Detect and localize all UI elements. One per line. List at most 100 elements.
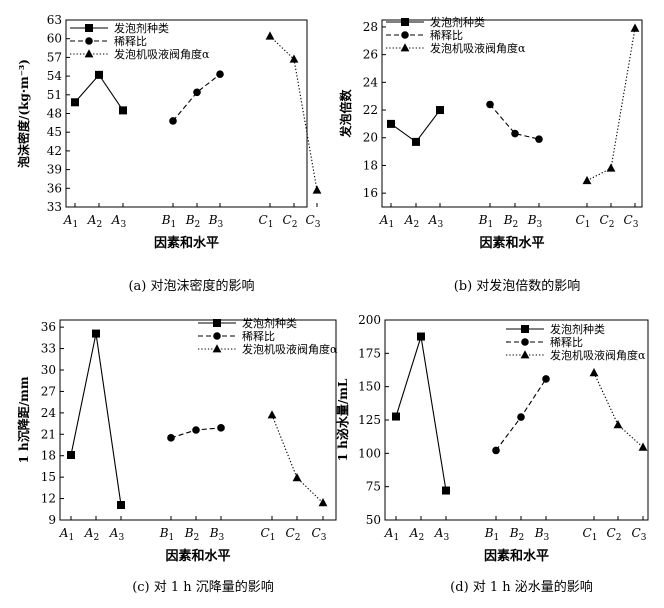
x-tick-label: B3 xyxy=(527,213,543,230)
legend-marker xyxy=(520,350,530,359)
x-tick-label: B1 xyxy=(159,526,175,543)
legend-marker xyxy=(212,344,222,353)
x-tick-label: C2 xyxy=(607,526,622,543)
data-point xyxy=(71,98,79,107)
y-tick-label: 100 xyxy=(358,446,381,460)
legend-label: 发泡机吸液阀角度α xyxy=(430,41,526,55)
panel-caption: (d) 对 1 h 泌水量的影响 xyxy=(450,579,593,595)
legend-marker xyxy=(400,43,410,52)
x-tick-label: A3 xyxy=(434,526,450,543)
legend-label: 发泡机吸液阀角度α xyxy=(550,348,646,362)
legend-label: 发泡剂种类 xyxy=(114,21,169,35)
data-point xyxy=(535,135,543,143)
data-point xyxy=(289,54,299,63)
y-tick-label: 33 xyxy=(47,200,62,214)
y-tick-label: 27 xyxy=(41,384,56,398)
x-tick-label: C3 xyxy=(624,213,639,230)
data-point xyxy=(436,106,444,115)
chart-panel: 9 12 15 18 21 24 27 30 33 36 A1 A2 A3 B1 B2 B3 C1 C2 C3 因素和… xyxy=(16,316,338,595)
legend-marker xyxy=(213,319,221,327)
data-point xyxy=(193,88,201,97)
legend-marker xyxy=(85,37,93,45)
legend-label: 发泡剂种类 xyxy=(430,15,485,29)
legend-label: 发泡机吸液阀角度α xyxy=(242,342,338,356)
legend-label: 发泡剂种类 xyxy=(550,322,605,336)
data-point xyxy=(216,70,224,79)
x-tick-label: B2 xyxy=(184,526,200,543)
legend-marker xyxy=(84,49,94,58)
y-tick-label: 24 xyxy=(41,406,57,420)
data-point xyxy=(192,426,200,434)
y-tick-label: 18 xyxy=(41,449,56,463)
x-tick-label: A2 xyxy=(87,213,102,230)
legend-label: 发泡剂种类 xyxy=(242,316,297,330)
x-tick-label: A1 xyxy=(384,526,399,543)
x-tick-label: A2 xyxy=(409,526,424,543)
y-tick-label: 75 xyxy=(366,480,381,494)
chart-panel: 50 75 100 125 150 175 200 A1 A2 A3 B1 B2 B3 C1 C2 C3 因素和… xyxy=(335,313,649,595)
data-point xyxy=(589,368,599,377)
y-tick-label: 45 xyxy=(47,125,62,139)
y-tick-label: 51 xyxy=(47,88,62,102)
y-tick-label: 20 xyxy=(363,131,378,145)
panel-caption: (c) 对 1 h 沉降量的影响 xyxy=(132,579,274,595)
x-axis-title: 因素和水平 xyxy=(154,235,219,251)
data-point xyxy=(169,117,177,125)
legend-label: 稀释比 xyxy=(430,29,463,42)
y-tick-label: 26 xyxy=(363,48,378,62)
y-tick-label: 22 xyxy=(363,103,378,117)
y-tick-label: 54 xyxy=(47,69,63,83)
plot-frame xyxy=(59,319,337,521)
x-tick-label: B1 xyxy=(161,213,177,230)
x-tick-label: C2 xyxy=(286,526,301,543)
data-point xyxy=(92,329,100,338)
y-tick-label: 175 xyxy=(358,346,381,360)
y-tick-label: 63 xyxy=(47,13,62,27)
panel-caption: (a) 对泡沫密度的影响 xyxy=(128,278,254,294)
legend-marker xyxy=(401,31,409,39)
y-tick-label: 39 xyxy=(47,163,62,177)
x-axis-title: 因素和水平 xyxy=(484,548,549,564)
data-point xyxy=(542,375,550,383)
data-point xyxy=(630,23,640,32)
data-point xyxy=(606,163,616,172)
series-line xyxy=(593,372,644,448)
x-tick-label: A3 xyxy=(428,213,444,230)
x-tick-label: C1 xyxy=(576,213,591,230)
x-tick-label: C1 xyxy=(583,526,598,543)
series-line xyxy=(74,73,124,111)
x-tick-label: A1 xyxy=(59,526,74,543)
y-tick-label: 16 xyxy=(363,186,378,200)
legend-label: 稀释比 xyxy=(114,35,147,48)
x-tick-label: A1 xyxy=(379,213,394,230)
x-tick-label: B1 xyxy=(478,213,494,230)
y-tick-label: 28 xyxy=(363,20,378,34)
x-tick-label: C2 xyxy=(600,213,615,230)
y-tick-label: 9 xyxy=(48,513,56,527)
x-tick-label: B3 xyxy=(534,526,550,543)
y-tick-label: 21 xyxy=(41,427,56,441)
data-point xyxy=(265,31,275,40)
data-point xyxy=(167,434,175,442)
chart-panel: 33 36 39 42 45 48 51 54 57 60 63 A1 A2 A3 B1 B2 B3 C1 C2 C3… xyxy=(16,13,322,294)
x-tick-label: A2 xyxy=(404,213,419,230)
y-tick-label: 36 xyxy=(41,320,56,334)
series-line xyxy=(70,333,122,506)
y-tick-label: 48 xyxy=(47,107,62,121)
x-tick-label: A3 xyxy=(111,213,127,230)
y-tick-label: 57 xyxy=(47,50,62,64)
y-tick-label: 24 xyxy=(363,75,379,89)
chart-panel: 16 18 20 22 24 26 28 A1 A2 A3 B1 B2 B3 C1 C2 C3 因素和水平 发泡倍… xyxy=(338,15,643,294)
y-tick-label: 200 xyxy=(358,313,381,327)
x-tick-label: C2 xyxy=(283,213,298,230)
legend-marker xyxy=(213,332,221,340)
x-tick-label: B2 xyxy=(509,526,525,543)
y-tick-label: 15 xyxy=(41,470,56,484)
data-point xyxy=(486,100,494,109)
data-point xyxy=(392,412,400,421)
data-point xyxy=(267,410,277,419)
legend-label: 稀释比 xyxy=(550,336,583,349)
data-point xyxy=(292,473,302,482)
y-tick-label: 33 xyxy=(41,342,56,356)
legend-marker xyxy=(521,325,529,333)
